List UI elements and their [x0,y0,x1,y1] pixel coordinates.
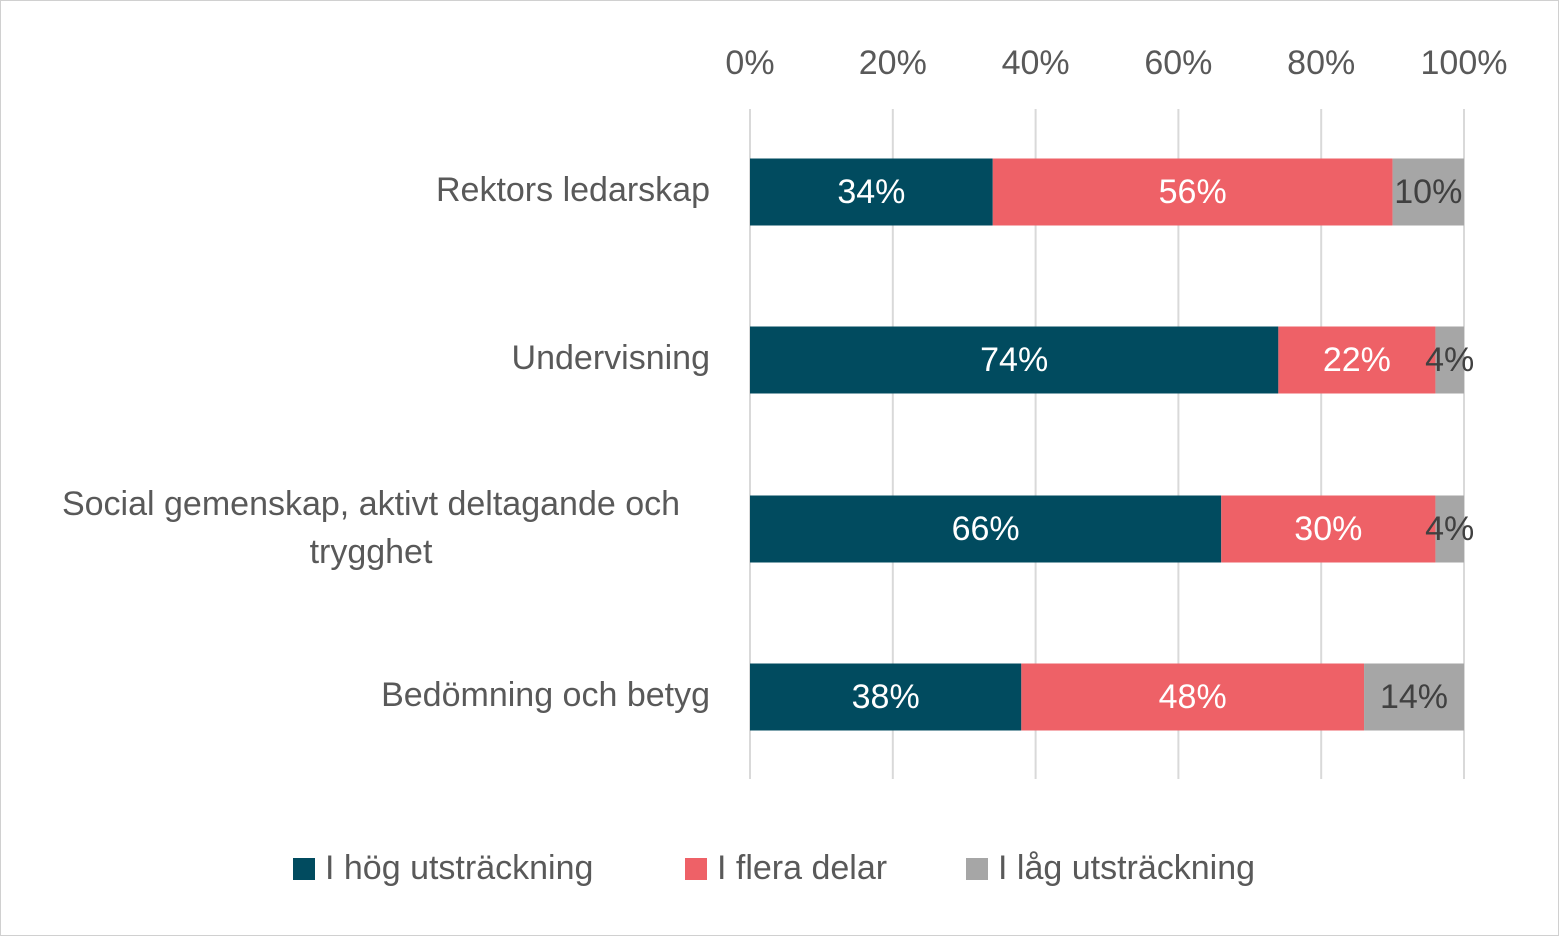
category-label: Undervisning [512,339,710,377]
x-tick-label: 80% [1287,44,1355,82]
legend-swatch [293,858,315,880]
data-label: 34% [837,173,905,211]
data-label: 38% [852,678,920,716]
bar-segment [1392,158,1464,226]
bar-segment [750,326,1279,394]
data-label: 10% [1394,173,1462,211]
category-label: Social gemenskap, aktivt deltagande och t… [62,485,680,571]
data-label: 4% [1425,510,1474,548]
data-label: 56% [1159,173,1227,211]
bar-segment [1221,495,1436,563]
legend: I hög utsträckning I flera delar I låg uts… [293,849,1255,887]
legend-label: I hög utsträckning [325,849,593,887]
bars: 34% 56% 10% 74% 22% 4% 66% 30% 4% 38% 48% 14% [750,158,1474,731]
data-label: 30% [1294,510,1362,548]
data-label: 74% [980,341,1048,379]
category-label: Rektors ledarskap [436,171,710,209]
legend-item: I låg utsträckning [966,849,1255,887]
bar-segment [750,158,993,226]
legend-label: I flera delar [717,849,887,887]
category-labels: Rektors ledarskap Undervisning Social geme… [62,171,710,714]
data-label: 22% [1323,341,1391,379]
category-label: Bedömning och betyg [381,676,710,714]
data-label: 48% [1159,678,1227,716]
bar-segment [1021,663,1365,731]
bar-segment [992,158,1393,226]
legend-label: I låg utsträckning [998,849,1255,887]
data-label: 66% [952,510,1020,548]
bar-segment [750,663,1022,731]
bar-segment [1435,495,1464,563]
x-tick-label: 60% [1144,44,1212,82]
bar-segment [750,495,1222,563]
legend-item: I hög utsträckning [293,849,593,887]
data-label: 14% [1380,678,1448,716]
x-tick-label: 100% [1421,44,1508,82]
data-label: 4% [1425,341,1474,379]
legend-swatch [685,858,707,880]
x-tick-label: 20% [859,44,927,82]
bar-segment [1435,326,1464,394]
bar-segment [1278,326,1436,394]
legend-item: I flera delar [685,849,887,887]
legend-swatch [966,858,988,880]
x-tick-label: 0% [725,44,774,82]
bar-segment [1364,663,1464,731]
x-tick-label: 40% [1002,44,1070,82]
x-axis-tick-labels: 0% 20% 40% 60% 80% 100% [725,44,1507,82]
